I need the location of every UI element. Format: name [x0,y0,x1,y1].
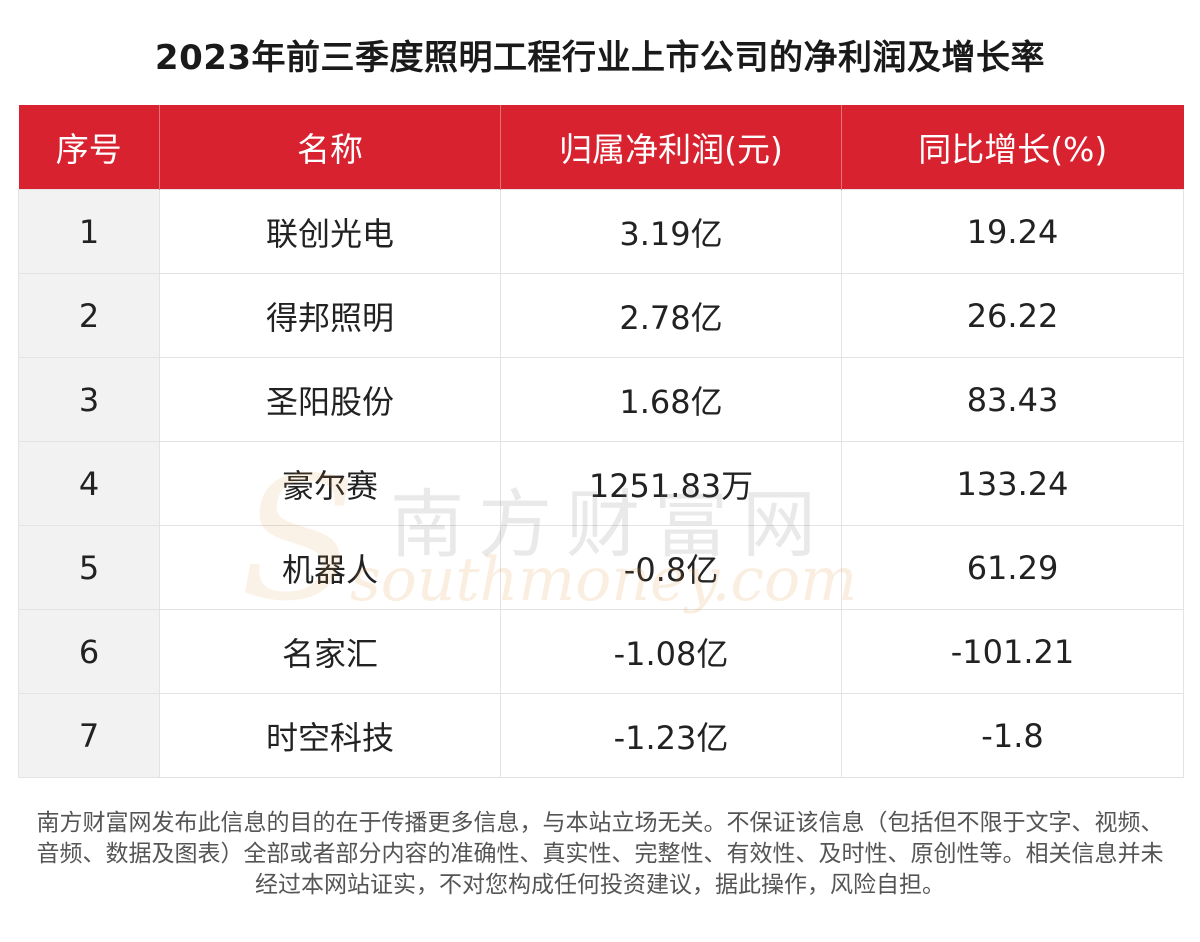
table-row: 5 机器人 -0.8亿 61.29 [18,525,1184,610]
net-profit-value: -0.8亿 [500,525,842,610]
row-index: 5 [18,525,160,610]
table-row: 6 名家汇 -1.08亿 -101.21 [18,609,1184,694]
table-row: 2 得邦照明 2.78亿 26.22 [18,273,1184,358]
growth-value: -101.21 [841,609,1184,694]
net-profit-table: 序号 名称 归属净利润(元) 同比增长(%) 1 联创光电 3.19亿 19.2… [18,105,1184,778]
row-index: 6 [18,609,160,694]
company-name: 得邦照明 [159,273,501,358]
data-table-container: 序号 名称 归属净利润(元) 同比增长(%) 1 联创光电 3.19亿 19.2… [18,105,1184,778]
net-profit-value: 2.78亿 [500,273,842,358]
company-name: 机器人 [159,525,501,610]
net-profit-value: 1.68亿 [500,357,842,442]
net-profit-value: -1.23亿 [500,693,842,778]
company-name: 时空科技 [159,693,501,778]
company-name: 豪尔赛 [159,441,501,526]
header-yoy-growth: 同比增长(%) [841,105,1184,190]
table-row: 1 联创光电 3.19亿 19.24 [18,189,1184,274]
disclaimer-text: 南方财富网发布此信息的目的在于传播更多信息，与本站立场无关。不保证该信息（包括但… [36,810,1164,898]
growth-value: 133.24 [841,441,1184,526]
header-index: 序号 [18,105,160,190]
page-title: 2023年前三季度照明工程行业上市公司的净利润及增长率 [154,38,1046,78]
header-name: 名称 [159,105,501,190]
net-profit-value: 3.19亿 [500,189,842,274]
row-index: 4 [18,441,160,526]
company-name: 名家汇 [159,609,501,694]
table-header-row: 序号 名称 归属净利润(元) 同比增长(%) [18,105,1184,190]
header-net-profit: 归属净利润(元) [500,105,842,190]
growth-value: -1.8 [841,693,1184,778]
company-name: 联创光电 [159,189,501,274]
table-row: 4 豪尔赛 1251.83万 133.24 [18,441,1184,526]
row-index: 2 [18,273,160,358]
growth-value: 61.29 [841,525,1184,610]
net-profit-value: 1251.83万 [500,441,842,526]
net-profit-value: -1.08亿 [500,609,842,694]
row-index: 3 [18,357,160,442]
growth-value: 26.22 [841,273,1184,358]
growth-value: 83.43 [841,357,1184,442]
company-name: 圣阳股份 [159,357,501,442]
growth-value: 19.24 [841,189,1184,274]
row-index: 7 [18,693,160,778]
row-index: 1 [18,189,160,274]
table-row: 3 圣阳股份 1.68亿 83.43 [18,357,1184,442]
table-row: 7 时空科技 -1.23亿 -1.8 [18,693,1184,778]
